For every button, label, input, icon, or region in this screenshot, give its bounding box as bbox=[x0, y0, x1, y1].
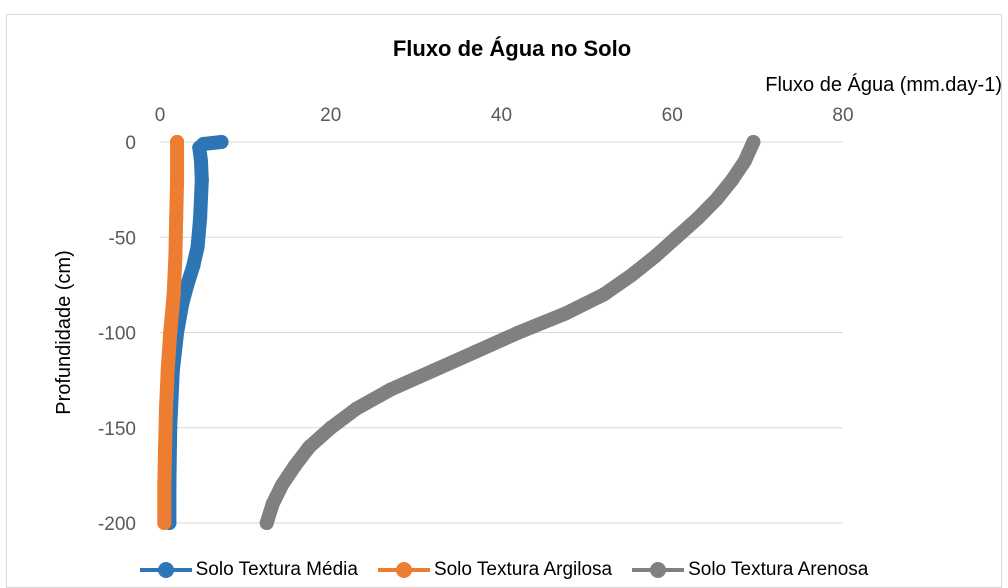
data-point-argilosa-8 bbox=[158, 439, 173, 454]
legend-swatch-argilosa bbox=[377, 561, 430, 579]
legend-item-arenosa[interactable]: Solo Textura Arenosa bbox=[632, 559, 868, 581]
legend-label-media: Solo Textura Média bbox=[195, 559, 358, 580]
x-axis-label: Fluxo de Água (mm.day-1) bbox=[765, 73, 1002, 96]
data-point-arenosa-2 bbox=[725, 173, 740, 188]
data-point-arenosa-5 bbox=[669, 230, 684, 245]
data-point-arenosa-19 bbox=[265, 496, 280, 511]
data-point-argilosa-6 bbox=[160, 363, 175, 378]
data-point-media-8 bbox=[180, 277, 195, 292]
legend-swatch-arenosa bbox=[632, 561, 685, 579]
data-point-arenosa-11 bbox=[468, 344, 483, 359]
data-point-argilosa-10 bbox=[157, 516, 172, 530]
data-point-arenosa-7 bbox=[624, 268, 639, 283]
data-point-argilosa-2 bbox=[169, 211, 184, 226]
y-tick-label-1: -50 bbox=[109, 228, 136, 249]
legend-item-argilosa[interactable]: Solo Textura Argilosa bbox=[377, 559, 613, 581]
data-point-argilosa-1 bbox=[170, 173, 185, 188]
data-point-arenosa-9 bbox=[558, 306, 573, 321]
y-axis-label: Profundidade (cm) bbox=[53, 250, 75, 415]
data-point-argilosa-9 bbox=[157, 477, 172, 492]
y-tick-label-4: -200 bbox=[98, 514, 136, 535]
data-point-arenosa-17 bbox=[287, 458, 302, 473]
data-point-arenosa-18 bbox=[275, 477, 290, 492]
data-point-argilosa-4 bbox=[166, 287, 181, 302]
data-point-argilosa-7 bbox=[158, 401, 173, 416]
data-point-argilosa-0 bbox=[170, 135, 185, 149]
y-tick-label-2: -100 bbox=[98, 324, 136, 345]
data-point-media-5 bbox=[193, 211, 208, 226]
legend-swatch-media bbox=[139, 561, 192, 579]
data-point-media-7 bbox=[186, 258, 201, 273]
legend-label-arenosa: Solo Textura Arenosa bbox=[688, 559, 869, 580]
data-point-arenosa-20 bbox=[259, 516, 274, 530]
x-tick-label-0: 0 bbox=[155, 105, 166, 126]
data-point-media-0 bbox=[214, 135, 229, 149]
legend-label-argilosa: Solo Textura Argilosa bbox=[433, 559, 613, 580]
series-arenosa bbox=[259, 135, 761, 530]
data-point-arenosa-16 bbox=[302, 439, 317, 454]
data-point-argilosa-5 bbox=[163, 325, 178, 340]
y-tick-label-0: 0 bbox=[125, 133, 136, 154]
data-point-arenosa-4 bbox=[690, 211, 705, 226]
data-point-arenosa-3 bbox=[709, 192, 724, 207]
data-point-media-6 bbox=[190, 239, 205, 254]
data-point-arenosa-14 bbox=[349, 401, 364, 416]
data-point-arenosa-8 bbox=[596, 287, 611, 302]
data-point-argilosa-3 bbox=[168, 249, 183, 264]
data-point-arenosa-13 bbox=[383, 382, 398, 397]
series-argilosa bbox=[157, 135, 185, 530]
x-tick-label-2: 40 bbox=[491, 105, 512, 126]
data-point-media-4 bbox=[194, 173, 209, 188]
data-point-arenosa-15 bbox=[323, 420, 338, 435]
chart-plot: Fluxo de Água no Solo Fluxo de Água (mm.d… bbox=[53, 36, 1002, 535]
data-point-arenosa-1 bbox=[737, 154, 752, 169]
data-point-media-2 bbox=[192, 140, 207, 155]
legend-item-media[interactable]: Solo Textura Média bbox=[139, 559, 358, 581]
chart-legend: Solo Textura Média Solo Textura Argilosa… bbox=[0, 555, 1008, 585]
x-tick-label-1: 20 bbox=[320, 105, 341, 126]
x-tick-label-4: 80 bbox=[832, 105, 853, 126]
x-tick-label-3: 60 bbox=[662, 105, 683, 126]
data-point-arenosa-10 bbox=[511, 325, 526, 340]
chart-title: Fluxo de Água no Solo bbox=[393, 36, 631, 61]
data-point-arenosa-12 bbox=[426, 363, 441, 378]
data-point-arenosa-0 bbox=[746, 135, 761, 149]
data-point-media-3 bbox=[193, 154, 208, 169]
y-tick-label-3: -150 bbox=[98, 419, 136, 440]
data-point-arenosa-6 bbox=[648, 249, 663, 264]
